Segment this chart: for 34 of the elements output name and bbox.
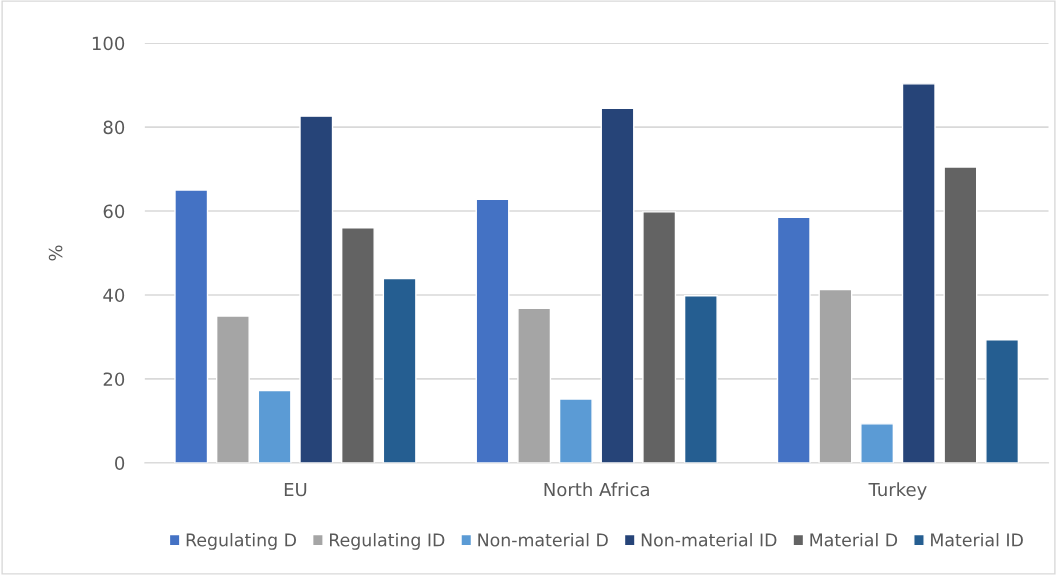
legend-label: Regulating ID	[330, 533, 445, 550]
bar	[901, 83, 936, 463]
bar	[642, 211, 677, 463]
y-tick-label: 80	[103, 120, 125, 135]
y-tick-label: 40	[103, 288, 125, 303]
bar	[860, 423, 895, 463]
legend-label: Material ID	[931, 533, 1023, 547]
bar	[776, 216, 811, 463]
bar	[299, 115, 334, 463]
y-tick-label: 20	[103, 372, 125, 387]
y-tick-label: 100	[92, 36, 125, 51]
bar	[600, 107, 635, 463]
y-tick-label: 0	[115, 456, 125, 470]
bar	[215, 315, 250, 463]
legend-label: Material D	[810, 533, 898, 547]
bar	[818, 288, 853, 463]
legend-label: Non-material ID	[641, 533, 777, 547]
bar	[475, 198, 510, 463]
bar	[943, 166, 978, 463]
legend-label: Regulating D	[186, 533, 297, 550]
y-tick-label: 60	[103, 204, 125, 219]
bar	[174, 189, 209, 463]
bar	[683, 295, 718, 463]
bar	[558, 398, 593, 463]
bar	[517, 307, 552, 463]
x-tick-label: EU	[284, 482, 307, 497]
x-tick-label: Turkey	[868, 482, 927, 500]
y-axis-title: %	[48, 245, 63, 261]
legend-label: Non-material D	[478, 533, 608, 547]
bar	[340, 227, 375, 463]
bar	[985, 339, 1020, 463]
x-tick-label: North Africa	[544, 482, 649, 497]
bar	[382, 277, 417, 463]
bar	[257, 389, 292, 463]
